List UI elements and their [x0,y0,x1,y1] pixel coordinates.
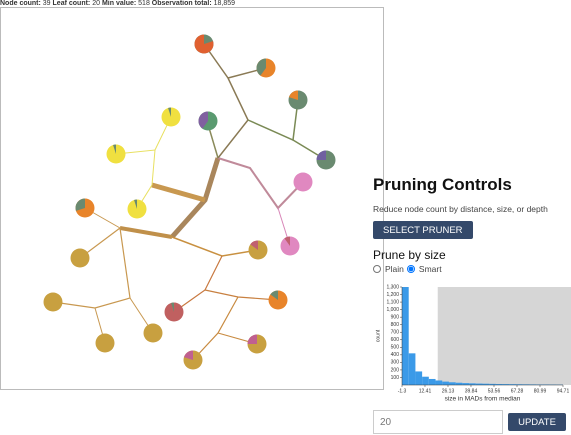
stat-value: 18,859 [213,0,236,7]
radio-label: Plain [385,264,404,274]
stat-value: 518 [138,0,150,7]
bar [522,384,530,385]
stat-value: 39 [42,0,51,7]
leaf-pie [95,333,115,353]
x-tick-label: 80.99 [534,388,547,394]
leaf-pie-slice [171,302,174,312]
leaf-pie-slice [198,111,208,129]
tree-edges [52,43,327,361]
bar [448,382,456,385]
leaf-pie [70,248,90,268]
update-button[interactable]: UPDATE [508,413,566,431]
y-tick-label: 1,200 [386,292,399,298]
pruning-panel: Pruning Controls Reduce node count by di… [373,175,571,274]
bar [402,287,409,385]
stat-label: Observation total: [151,0,212,7]
x-tick-label: 26.13 [442,388,455,394]
bar [536,384,543,385]
y-tick-label: 500 [391,345,400,351]
panel-description: Reduce node count by distance, size, or … [373,204,548,214]
leaf-pie-slice [250,240,258,250]
stat-label: Leaf count: [52,0,91,7]
select-pruner-button[interactable]: SELECT PRUNER [373,221,473,239]
bar [482,383,490,385]
y-tick-label: 700 [391,330,400,336]
bar [475,383,483,385]
stat-value: 20 [92,0,101,7]
bar [408,353,416,385]
bar [455,382,463,385]
x-tick-label: -1.3 [398,388,407,394]
x-axis-label: size in MADs from median [445,396,521,403]
leaf-pie-slice [113,144,116,154]
section-title: Prune by size [373,248,446,262]
leaf-pie-slice [247,334,257,344]
leaf-pie-slice [256,58,266,76]
y-axis-label: count [375,329,381,342]
bar [495,384,503,385]
bar [516,384,523,385]
radio-button[interactable] [406,265,415,273]
leaf-pie-slice [75,198,85,211]
leaf-pie-slice [194,34,214,54]
tree-view [0,7,384,390]
x-tick-label: 94.71 [557,388,570,394]
bar [469,383,476,385]
bar [422,376,429,385]
y-tick-label: 1,100 [386,299,399,305]
leaf-pie-slice [288,90,298,100]
size-input[interactable] [373,410,503,434]
stat-label: Min value: [101,0,137,7]
bar [489,383,496,385]
y-tick-label: 800 [391,322,400,328]
leaf-pie-slice [134,199,137,209]
y-tick-label: 600 [391,337,400,343]
bar [509,384,517,385]
tree-edge [119,226,173,239]
tree-edge [52,227,131,309]
tree-edge [217,157,304,210]
bar [442,381,449,385]
bar [435,380,443,385]
leaf-pie-slice [284,236,290,246]
tree-edge [151,182,206,203]
y-tick-label: 900 [391,314,400,320]
radio-label: Smart [418,264,442,274]
y-tick-label: 200 [391,367,400,373]
bar [529,384,537,385]
panel-title: Pruning Controls [373,175,512,194]
y-tick-label: 100 [391,375,400,381]
y-tick-label: 1,000 [386,307,399,313]
x-tick-label: 67.28 [511,388,524,394]
radio-group: Plain Smart [373,264,571,274]
bar [502,384,510,385]
x-tick-label: 53.56 [488,388,501,394]
leaf-pie-slice [316,150,326,160]
tree-edge [203,43,249,159]
bar [462,383,470,385]
leaf-pie-slice [270,290,278,300]
bar [542,384,550,385]
tree-leaves [43,34,336,370]
x-tick-label: 12.41 [419,388,432,394]
bar [415,371,423,385]
stats-bar: Node count: 39 Leaf count: 20 Min value:… [0,0,235,7]
y-tick-label: 1,300 [386,284,399,290]
y-tick-label: 400 [391,352,400,358]
pruned-region [437,287,571,385]
y-tick-label: 300 [391,360,400,366]
leaf-pie-slice [183,350,193,360]
x-tick-label: 39.84 [465,388,478,394]
radio-button[interactable] [373,265,381,273]
stat-label: Node count: [0,0,41,7]
leaf-pie [293,172,313,192]
leaf-pie [43,292,63,312]
leaf-pie-slice [168,107,171,117]
bar [428,378,436,385]
leaf-pie [143,323,163,343]
